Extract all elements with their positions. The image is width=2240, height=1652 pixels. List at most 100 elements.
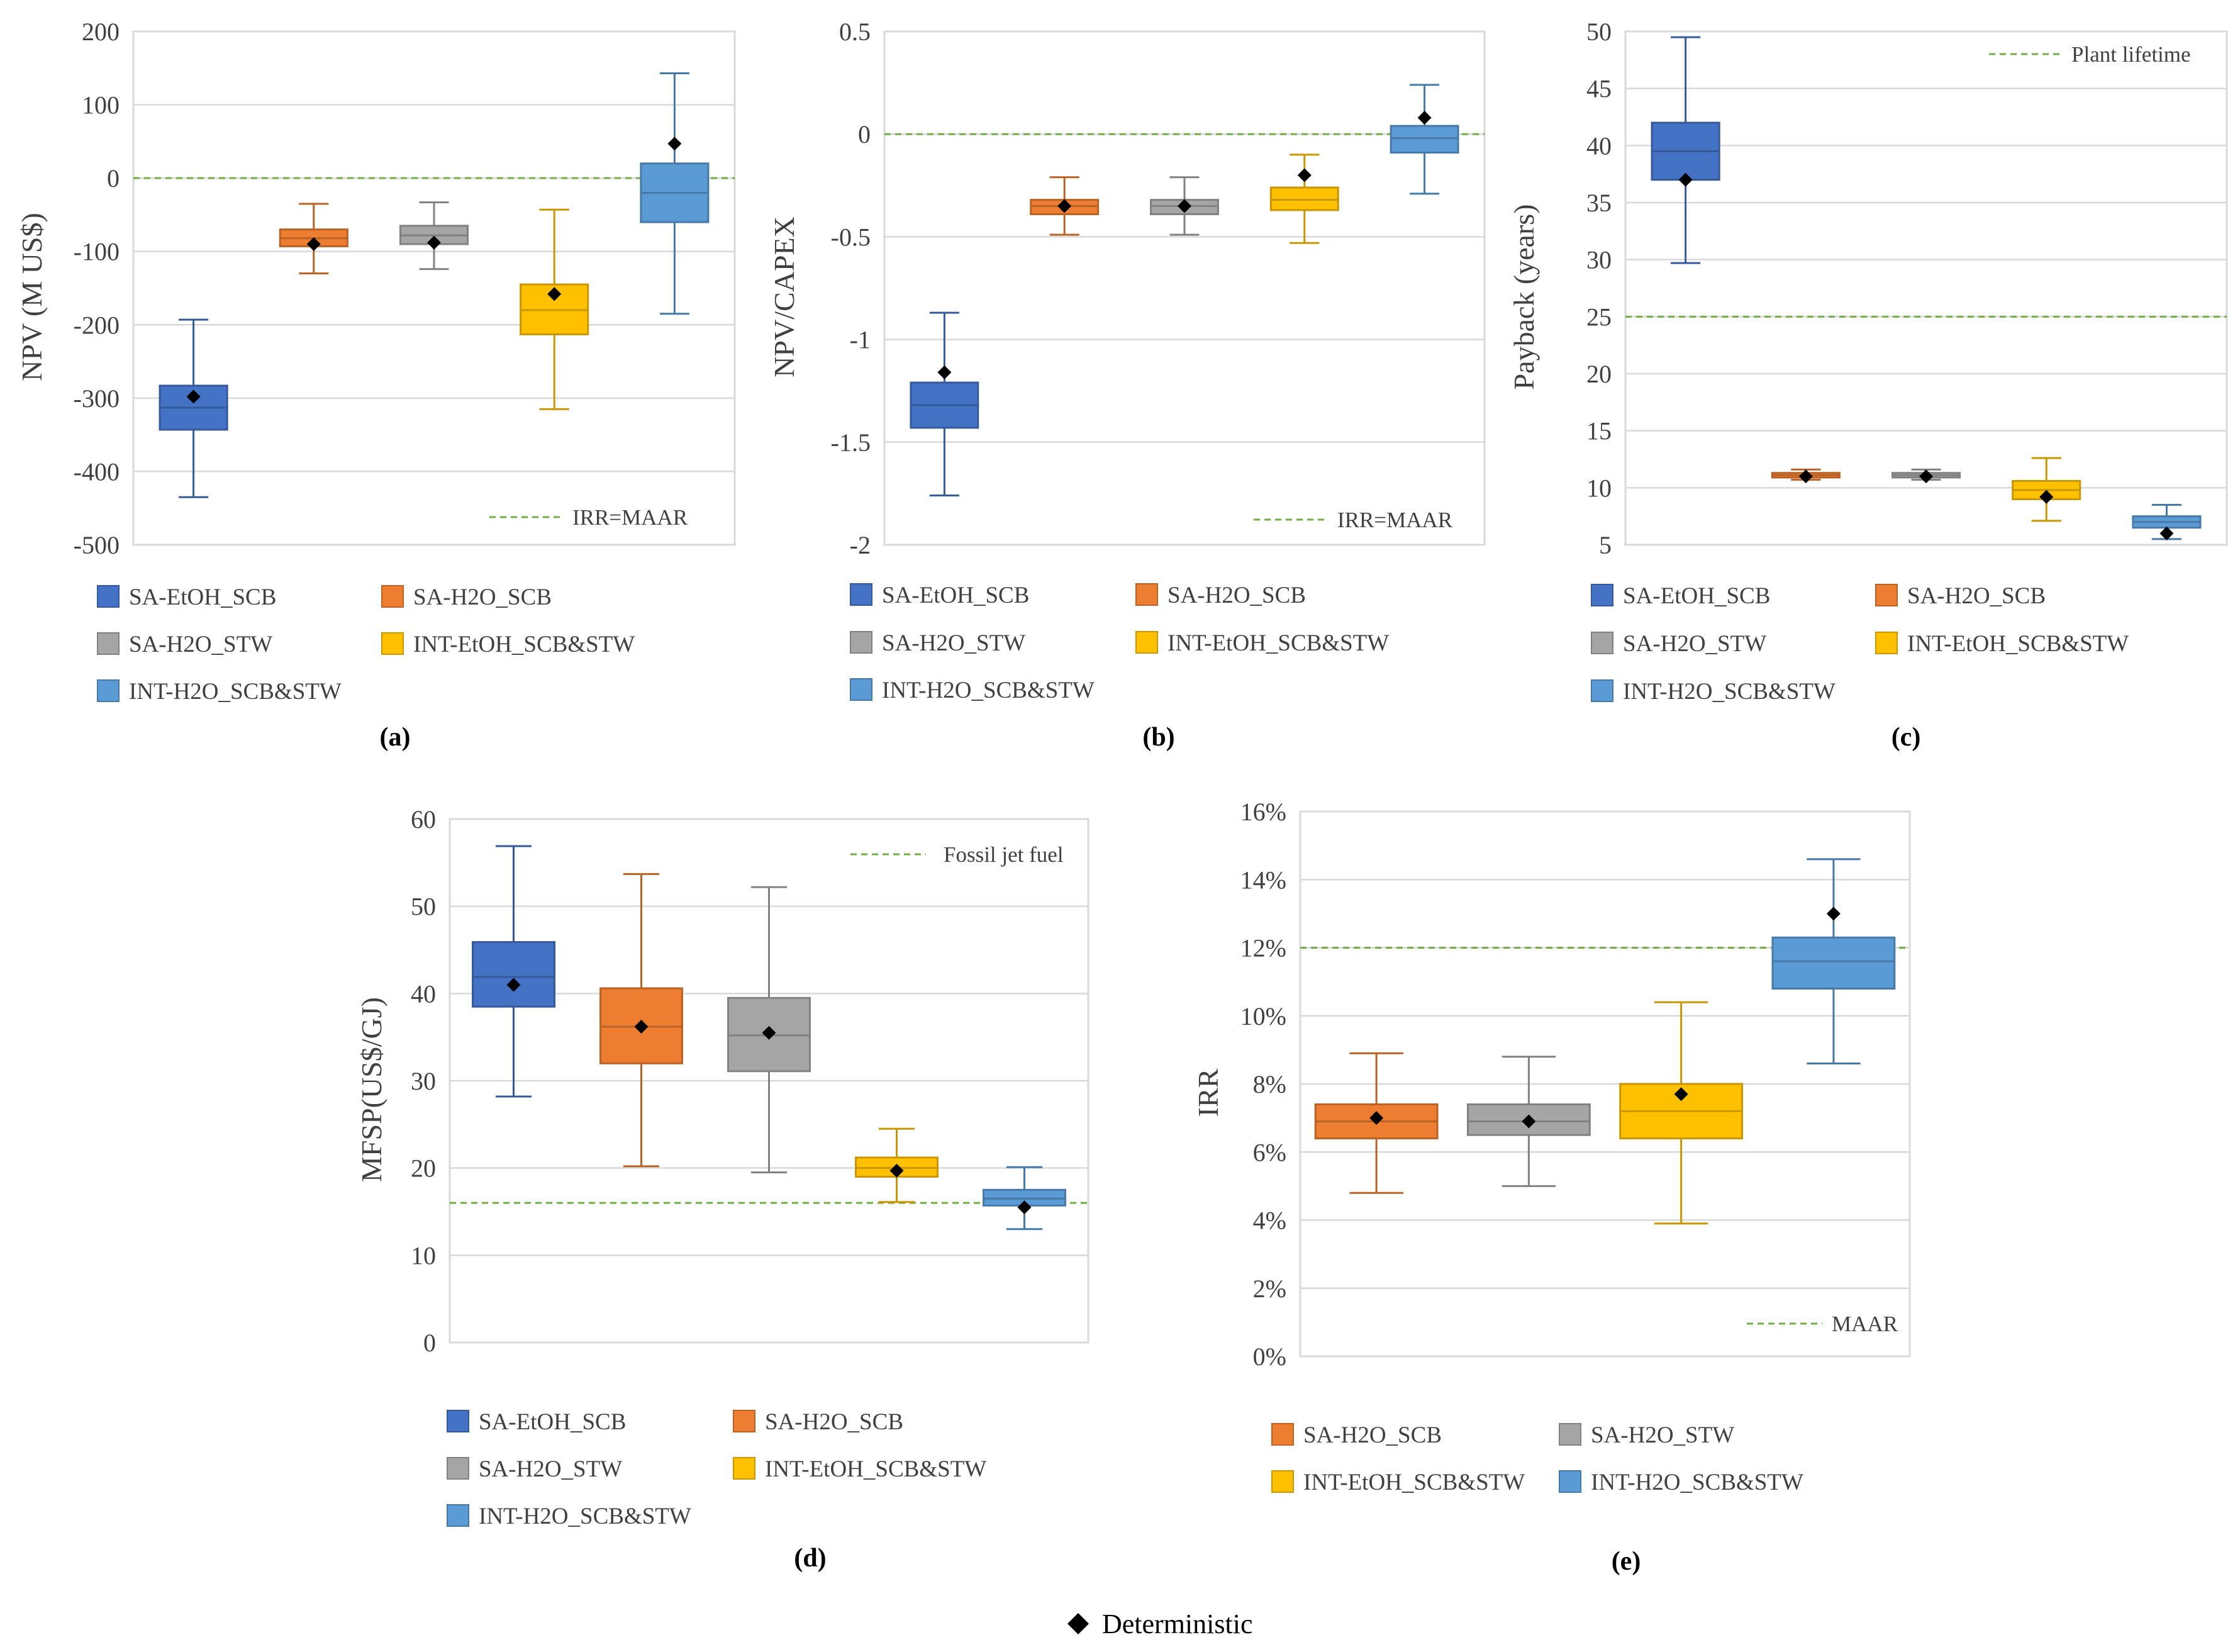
y-tick-label: 0 — [423, 1329, 436, 1357]
deterministic-point — [1369, 1111, 1384, 1125]
legend-label: SA-H2O_STW — [1591, 1422, 1734, 1448]
reference-legend-label: IRR=MAAR — [572, 505, 688, 530]
legend-swatch — [1875, 584, 1898, 606]
legend-label: SA-EtOH_SCB — [129, 584, 276, 610]
plot-area — [883, 30, 1486, 546]
legend-label: SA-H2O_SCB — [1167, 583, 1306, 608]
deterministic-point — [1178, 199, 1191, 213]
legend-item: SA-H2O_STW — [97, 632, 272, 657]
box-INT-EtOH_SCB&STW — [855, 1127, 939, 1203]
box-INT-EtOH_SCB&STW — [1269, 153, 1339, 244]
box-INT-H2O_SCB&STW — [1390, 84, 1459, 195]
deterministic-point — [1297, 168, 1312, 182]
box-SA-H2O_SCB — [279, 203, 348, 275]
legend-item: SA-H2O_SCB — [381, 584, 552, 610]
legend-item: SA-H2O_STW — [1591, 631, 1766, 657]
y-tick-label: 40 — [411, 979, 436, 1008]
y-tick-label: -400 — [74, 457, 120, 486]
legend-swatch — [1591, 679, 1613, 702]
y-tick-label: -2 — [850, 531, 871, 559]
deterministic-point — [2159, 526, 2174, 540]
legend-swatch — [850, 631, 872, 654]
legend-swatch — [850, 678, 872, 701]
legend-item: SA-H2O_STW — [447, 1456, 622, 1482]
legend-item: SA-EtOH_SCB — [97, 584, 276, 610]
legend-swatch — [97, 585, 120, 608]
legend-label: INT-EtOH_SCB&STW — [1907, 631, 2129, 657]
deterministic-point — [1678, 172, 1693, 187]
reference-legend-label: Fossil jet fuel — [944, 842, 1064, 867]
y-tick-label: 0 — [107, 164, 120, 193]
legend-item: INT-EtOH_SCB&STW — [1271, 1470, 1525, 1495]
y-tick-label: -200 — [74, 311, 120, 339]
y-tick-label: 30 — [411, 1067, 436, 1095]
legend-item: INT-EtOH_SCB&STW — [1875, 631, 2129, 657]
legend-swatch — [447, 1457, 469, 1480]
y-tick-label: 0 — [858, 120, 871, 148]
deterministic-point — [1826, 907, 1841, 921]
legend-label: SA-H2O_STW — [1623, 631, 1766, 657]
y-tick-label: 0.5 — [839, 18, 871, 46]
box-iqr — [1771, 936, 1896, 990]
box-INT-H2O_SCB&STW — [1771, 858, 1896, 1065]
legend-swatch — [733, 1410, 755, 1432]
legend-swatch — [447, 1504, 469, 1527]
y-tick-label: 200 — [82, 18, 120, 46]
legend-label: INT-EtOH_SCB&STW — [1167, 630, 1389, 656]
legend-label: SA-EtOH_SCB — [479, 1409, 626, 1435]
y-tick-label: 6% — [1253, 1138, 1286, 1166]
legend-label: SA-H2O_SCB — [1907, 583, 2046, 609]
panel-label: (b) — [1142, 723, 1174, 752]
legend-item: INT-EtOH_SCB&STW — [733, 1456, 986, 1482]
legend-swatch — [1559, 1470, 1581, 1493]
legend-label: SA-H2O_STW — [129, 632, 272, 657]
box-SA-EtOH_SCB — [159, 318, 228, 498]
box-SA-H2O_STW — [1466, 1056, 1591, 1187]
deterministic-point — [186, 389, 201, 404]
deterministic-point — [762, 1025, 776, 1040]
legend-label: SA-H2O_SCB — [1303, 1422, 1442, 1448]
box-INT-H2O_SCB&STW — [983, 1166, 1066, 1231]
legend-swatch — [1875, 632, 1898, 654]
legend-item: SA-H2O_SCB — [1875, 583, 2046, 609]
y-tick-label: 5 — [1599, 531, 1612, 559]
box-iqr — [1390, 125, 1459, 154]
y-tick-label: -1 — [850, 326, 871, 354]
legend-label: INT-EtOH_SCB&STW — [1303, 1470, 1525, 1495]
legend-item: INT-H2O_SCB&STW — [1591, 679, 1836, 705]
box-INT-EtOH_SCB&STW — [1619, 1001, 1744, 1225]
legend-swatch — [97, 632, 120, 655]
deterministic-legend: Deterministic — [1067, 1609, 1253, 1639]
y-tick-label: 12% — [1240, 934, 1286, 963]
box-SA-H2O_SCB — [1314, 1052, 1439, 1194]
deterministic-point — [506, 978, 521, 992]
y-tick-label: -100 — [74, 238, 120, 266]
legend-label: INT-H2O_SCB&STW — [882, 678, 1095, 703]
legend-swatch — [447, 1410, 469, 1432]
legend-label: SA-EtOH_SCB — [882, 583, 1029, 608]
panel-e: 16% 14% 12% 10% 8% 6% 4% 2% 0% IRR MAAR SA-H2O_SCB S… — [1192, 798, 1911, 1576]
box-SA-EtOH_SCB — [472, 845, 555, 1098]
box-SA-EtOH_SCB — [910, 311, 979, 497]
box-SA-H2O_STW — [727, 886, 811, 1174]
y-tick-label: -500 — [74, 531, 120, 559]
deterministic-point — [1674, 1087, 1688, 1102]
y-tick-label: 10 — [411, 1241, 436, 1270]
legend-swatch — [381, 585, 404, 608]
box-INT-EtOH_SCB&STW — [2012, 457, 2081, 522]
deterministic-point — [427, 235, 441, 250]
y-tick-label: 50 — [411, 893, 436, 921]
y-tick-label: 100 — [82, 91, 120, 120]
legend-swatch — [381, 632, 404, 655]
box-SA-H2O_STW — [399, 201, 469, 271]
y-tick-label: 0% — [1253, 1342, 1286, 1371]
box-INT-H2O_SCB&STW — [2132, 504, 2202, 540]
box-INT-EtOH_SCB&STW — [520, 208, 589, 410]
y-tick-label: -300 — [74, 384, 120, 413]
y-tick-label: 2% — [1253, 1275, 1286, 1303]
deterministic-label: Deterministic — [1102, 1609, 1253, 1639]
reference-legend-label: IRR=MAAR — [1337, 508, 1453, 532]
legend-item: INT-EtOH_SCB&STW — [1135, 630, 1389, 656]
